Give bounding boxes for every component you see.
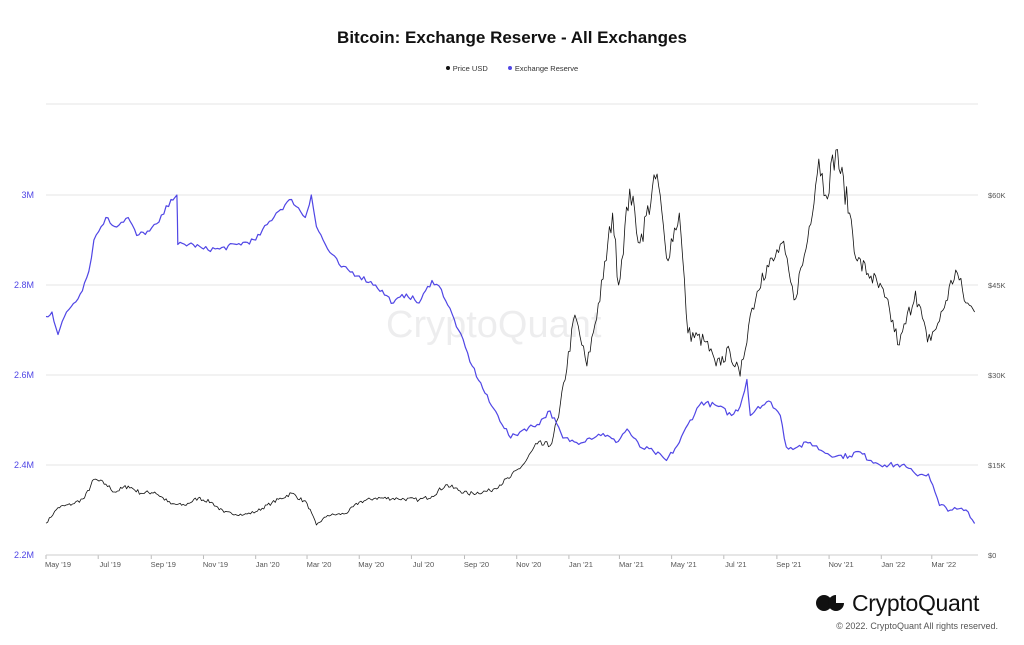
legend-item-price[interactable]: Price USD	[445, 64, 488, 73]
x-tick-label: Jan '21	[569, 560, 593, 569]
x-tick-label: Sep '21	[776, 560, 801, 569]
x-tick-label: Sep '19	[151, 560, 176, 569]
right-tick-label: $15K	[988, 461, 1006, 470]
legend-dot-reserve	[507, 66, 512, 71]
price-usd-line[interactable]	[45, 149, 975, 526]
watermark: CryptoQuant	[386, 304, 602, 346]
x-tick-label: May '21	[671, 560, 697, 569]
legend-label-reserve: Exchange Reserve	[514, 64, 579, 73]
chart-title: Bitcoin: Exchange Reserve - All Exchange…	[337, 28, 687, 47]
left-axis: 2.2M 2.4M 2.6M 2.8M 3M	[14, 190, 34, 560]
left-tick-label: 2.6M	[14, 370, 34, 380]
x-tick-label: Mar '20	[307, 560, 332, 569]
right-axis: $0 $15K $30K $45K $60K	[988, 191, 1006, 560]
x-tick-label: Jul '19	[99, 560, 120, 569]
copyright-text: © 2022. CryptoQuant All rights reserved.	[836, 621, 998, 631]
cryptoquant-logo-icon	[816, 595, 844, 611]
left-tick-label: 3M	[21, 190, 34, 200]
legend-item-reserve[interactable]: Exchange Reserve	[507, 64, 579, 73]
x-tick-label: Nov '21	[828, 560, 853, 569]
right-tick-label: $60K	[988, 191, 1006, 200]
x-tick-label: Jul '21	[725, 560, 746, 569]
left-tick-label: 2.2M	[14, 550, 34, 560]
legend-label-price: Price USD	[452, 64, 488, 73]
x-tick-label: Nov '20	[516, 560, 541, 569]
x-tick-label: Nov '19	[203, 560, 228, 569]
x-axis: May '19 Jul '19 Sep '19 Nov '19 Jan '20 Mar '…	[45, 554, 978, 569]
brand-name: CryptoQuant	[852, 589, 980, 616]
right-tick-label: $45K	[988, 281, 1006, 290]
x-tick-label: Jan '22	[881, 560, 905, 569]
legend-dot-price	[445, 66, 450, 71]
left-tick-label: 2.4M	[14, 460, 34, 470]
right-tick-label: $30K	[988, 371, 1006, 380]
x-tick-label: Jul '20	[413, 560, 434, 569]
series-lines	[45, 149, 976, 526]
x-tick-label: Sep '20	[464, 560, 489, 569]
right-tick-label: $0	[988, 551, 996, 560]
x-tick-label: May '20	[358, 560, 384, 569]
exchange-reserve-line[interactable]	[45, 194, 976, 524]
legend: Price USD Exchange Reserve	[0, 64, 1024, 73]
x-tick-label: May '19	[45, 560, 71, 569]
brand: CryptoQuant	[816, 590, 979, 616]
x-tick-label: Mar '21	[619, 560, 644, 569]
x-tick-label: Jan '20	[256, 560, 280, 569]
x-tick-label: Mar '22	[931, 560, 956, 569]
left-tick-label: 2.8M	[14, 280, 34, 290]
